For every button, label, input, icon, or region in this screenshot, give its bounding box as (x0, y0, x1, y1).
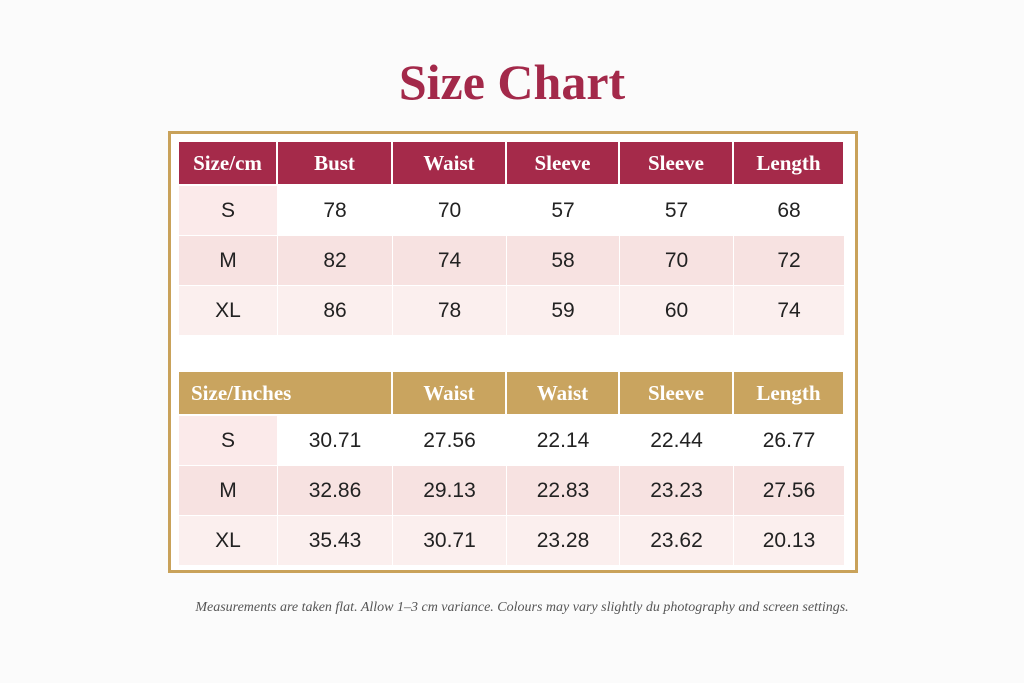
title: Size Chart (398, 54, 626, 110)
table-cell: 74 (734, 286, 844, 335)
header-cell: Sleeve (507, 142, 620, 184)
table-cell: 78 (393, 286, 506, 335)
table-cell: 59 (507, 286, 619, 335)
header-cell: Length (734, 372, 845, 414)
header-cell: Waist (507, 372, 620, 414)
table-cell: 29.13 (393, 466, 506, 515)
table-cell: 23.23 (620, 466, 733, 515)
footnote: Measurements are taken flat. Allow 1–3 c… (195, 600, 849, 615)
table-cell: 22.14 (507, 416, 619, 465)
table-cell: 32.86 (278, 466, 392, 515)
table-cell: 70 (620, 236, 733, 285)
header-cell: Sleeve (620, 142, 734, 184)
header-cell: Length (734, 142, 845, 184)
table-cell: XL (179, 516, 277, 565)
table-cell: 57 (507, 186, 619, 235)
header-cell: Size/cm (179, 142, 278, 184)
table-cell: S (179, 186, 277, 235)
table-cell: 68 (734, 186, 844, 235)
header-cell: Size/Inches (179, 372, 393, 414)
header-cell: Waist (393, 142, 507, 184)
table-cell: 20.13 (734, 516, 844, 565)
table-cell: 78 (278, 186, 392, 235)
table-cell: 72 (734, 236, 844, 285)
table-cell: 57 (620, 186, 733, 235)
table-cell: 70 (393, 186, 506, 235)
table-cell: 60 (620, 286, 733, 335)
table-cell: 30.71 (393, 516, 506, 565)
table-cell: 58 (507, 236, 619, 285)
header-cell: Bust (278, 142, 393, 184)
table-cell: M (179, 236, 277, 285)
header-cell: Waist (393, 372, 507, 414)
table-cell: 82 (278, 236, 392, 285)
table-cell: 22.83 (507, 466, 619, 515)
table-cell: 74 (393, 236, 506, 285)
table-cell: XL (179, 286, 277, 335)
table-cell: 22.44 (620, 416, 733, 465)
table-cell: S (179, 416, 277, 465)
table-cell: 30.71 (278, 416, 392, 465)
table-cell: 27.56 (734, 466, 844, 515)
table-cell: 35.43 (278, 516, 392, 565)
table-cell: 27.56 (393, 416, 506, 465)
table-cell: M (179, 466, 277, 515)
table-cell: 23.28 (507, 516, 619, 565)
table-cell: 23.62 (620, 516, 733, 565)
table-cell: 86 (278, 286, 392, 335)
header-cell: Sleeve (620, 372, 734, 414)
table-cell: 26.77 (734, 416, 844, 465)
